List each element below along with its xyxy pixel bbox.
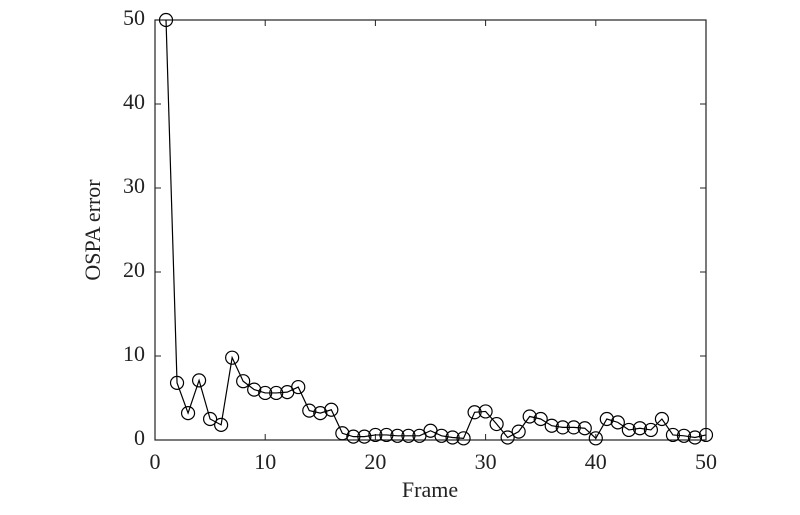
- x-tick-label: 50: [695, 449, 717, 474]
- point-marker: [258, 385, 273, 401]
- point-marker: [434, 428, 449, 443]
- x-tick-label: 20: [364, 449, 386, 474]
- y-tick-label: 0: [134, 425, 145, 450]
- x-tick-label: 40: [585, 449, 607, 474]
- point-marker: [302, 403, 317, 418]
- y-tick-label: 50: [123, 5, 145, 30]
- x-tick-label: 0: [150, 449, 161, 474]
- point-marker: [522, 409, 537, 424]
- plot-frame: [154, 19, 707, 441]
- point-marker: [203, 411, 218, 427]
- point-marker: [236, 374, 251, 389]
- x-tick-label: 30: [475, 449, 497, 474]
- x-axis-label: Frame: [402, 477, 458, 502]
- point-marker: [643, 422, 659, 438]
- y-axis-label: OSPA error: [80, 179, 105, 281]
- point-marker: [357, 429, 372, 444]
- point-marker: [467, 405, 482, 420]
- point-marker: [577, 421, 592, 436]
- point-marker: [489, 416, 504, 432]
- point-marker: [225, 350, 240, 365]
- point-marker: [379, 427, 394, 443]
- point-marker: [291, 379, 306, 395]
- point-marker: [588, 431, 603, 446]
- y-tick-label: 10: [123, 341, 145, 366]
- point-marker: [445, 430, 460, 445]
- point-marker: [676, 428, 692, 443]
- point-marker: [158, 12, 174, 28]
- y-tick-label: 30: [123, 173, 145, 198]
- point-marker: [533, 411, 548, 427]
- point-marker: [313, 406, 328, 421]
- point-marker: [247, 382, 262, 397]
- point-marker: [214, 417, 229, 432]
- point-marker: [456, 431, 471, 446]
- point-marker: [346, 429, 361, 444]
- point-marker: [180, 406, 196, 421]
- point-marker: [566, 420, 581, 435]
- y-tick-label: 40: [123, 89, 145, 114]
- point-marker: [632, 421, 647, 436]
- point-marker: [500, 430, 515, 445]
- point-marker: [621, 422, 636, 438]
- point-marker: [654, 411, 670, 427]
- point-marker: [478, 404, 493, 419]
- point-marker: [390, 428, 405, 443]
- point-marker: [610, 415, 625, 430]
- point-marker: [698, 427, 714, 443]
- point-marker: [555, 420, 570, 435]
- x-tick-label: 10: [254, 449, 276, 474]
- point-marker: [269, 385, 284, 401]
- point-marker: [665, 427, 681, 443]
- point-marker: [324, 402, 339, 417]
- point-marker: [511, 424, 526, 439]
- point-marker: [687, 430, 703, 445]
- point-marker: [368, 427, 383, 443]
- y-tick-label: 20: [123, 257, 145, 282]
- point-marker: [191, 373, 207, 388]
- point-marker: [544, 418, 559, 433]
- point-marker: [335, 426, 350, 441]
- point-marker: [401, 428, 416, 443]
- point-marker: [599, 411, 614, 427]
- point-marker: [169, 375, 185, 390]
